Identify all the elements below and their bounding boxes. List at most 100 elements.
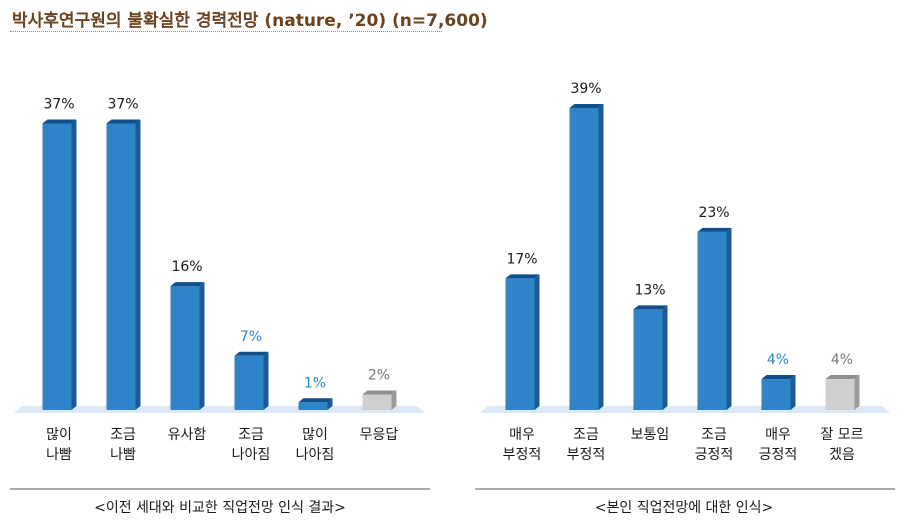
data-label: 1% (304, 375, 326, 391)
category-label-line: 매우 (509, 427, 535, 443)
category-label-line: 나아짐 (232, 447, 271, 463)
category-label-line: 조금 (573, 427, 599, 443)
category-label-line: 부정적 (503, 447, 542, 463)
category-label: 보통임 (631, 427, 670, 443)
bar-top (633, 305, 668, 310)
category-label-line: 매우 (765, 427, 791, 443)
bar (362, 390, 397, 410)
bar-front (761, 379, 791, 410)
category-label-line: 많이 (46, 427, 72, 443)
bar-front (170, 286, 200, 410)
bar (825, 375, 860, 410)
category-label-line: 보통임 (631, 427, 670, 443)
bar-top (569, 104, 604, 108)
bar-front (362, 394, 392, 410)
category-label-line: 조금 (110, 427, 136, 443)
bar-side (726, 227, 732, 410)
bar-top (825, 375, 860, 380)
bar (569, 104, 604, 410)
category-label-line: 무응답 (360, 427, 399, 443)
bar-front (697, 231, 727, 410)
category-label-line: 잘 모르 (820, 427, 863, 443)
data-label: 39% (570, 81, 601, 97)
bar-side (199, 282, 205, 410)
category-label-line: 나빰 (110, 447, 136, 463)
bar-top (697, 227, 732, 232)
bar-front (633, 309, 663, 410)
chart-caption: <이전 세대와 비교한 직업전망 인식 결과> (94, 500, 346, 516)
category-label-line: 조금 (238, 427, 264, 443)
data-label: 4% (831, 352, 853, 368)
bar-side (391, 390, 397, 410)
category-label-line: 겠음 (829, 447, 855, 463)
bar-top (42, 119, 77, 124)
category-label-line: 유사함 (168, 427, 207, 443)
bar (170, 282, 205, 410)
bar-front (234, 355, 264, 410)
bar (42, 119, 77, 410)
bar-side (662, 305, 668, 410)
bar (234, 351, 269, 410)
bar-top (761, 375, 796, 380)
data-label: 13% (634, 282, 665, 298)
bar-side (854, 375, 860, 410)
data-label: 37% (43, 96, 74, 112)
bar-top (106, 119, 141, 124)
data-label: 37% (107, 96, 138, 112)
bar-side (598, 104, 604, 410)
title-underline (10, 31, 442, 32)
category-label-line: 부정적 (567, 447, 606, 463)
bar-front (569, 108, 599, 410)
category-label-line: 긍정적 (695, 447, 734, 463)
bar (633, 305, 668, 410)
bar-side (790, 375, 796, 410)
bar (106, 119, 141, 410)
bar (697, 227, 732, 410)
bar (298, 398, 333, 410)
bar-front (42, 123, 72, 410)
category-label: 무응답 (360, 427, 399, 443)
category-label: 유사함 (168, 427, 207, 443)
bar-side (263, 351, 269, 410)
bar-top (505, 274, 540, 279)
bar (761, 375, 796, 410)
bar-front (505, 278, 535, 410)
data-label: 17% (506, 251, 537, 267)
bar-side (327, 398, 333, 410)
data-label: 23% (698, 205, 729, 221)
page-title: 박사후연구원의 불확실한 경력전망 (nature, ’20) (n=7,600… (12, 11, 488, 31)
data-label: 7% (240, 329, 262, 345)
bar-side (71, 119, 77, 410)
bar-front (298, 402, 328, 410)
bar-side (135, 119, 141, 410)
bar-front (825, 379, 855, 410)
bar-front (106, 123, 136, 410)
category-label-line: 나빰 (46, 447, 72, 463)
bar-top (362, 390, 397, 395)
bar-top (234, 351, 269, 356)
data-label: 16% (171, 259, 202, 275)
bar-top (170, 282, 205, 287)
data-label: 4% (767, 352, 789, 368)
category-label-line: 많이 (302, 427, 328, 443)
category-label-line: 조금 (701, 427, 727, 443)
category-label-line: 나아짐 (296, 447, 335, 463)
bar-side (534, 274, 540, 410)
chart-caption: <본인 직업전망에 대한 인식> (595, 500, 774, 516)
data-label: 2% (368, 368, 390, 384)
bar-top (298, 398, 333, 403)
bar (505, 274, 540, 410)
category-label-line: 긍정적 (759, 447, 798, 463)
